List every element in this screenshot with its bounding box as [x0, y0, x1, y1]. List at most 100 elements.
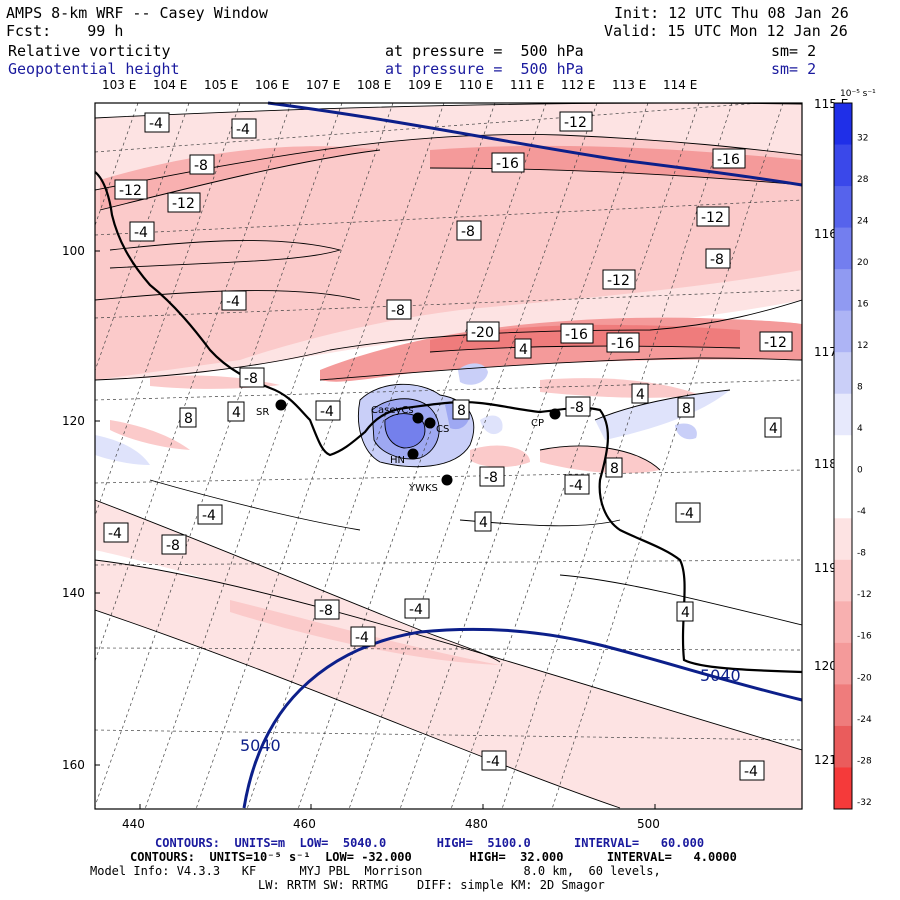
vorticity-label: 8 [682, 401, 691, 417]
negative-region [540, 378, 700, 398]
vorticity-label: -8 [244, 371, 258, 387]
station-marker [407, 448, 419, 460]
vorticity-label-box [712, 148, 746, 169]
vorticity-label-box [239, 367, 265, 388]
vorticity-label-box [221, 290, 247, 311]
vorticity-label: -8 [194, 158, 208, 174]
station-label: SR [256, 407, 269, 418]
vorticity-label: 4 [232, 405, 241, 421]
vorticity-contour-info: CONTOURS: UNITS=10⁻⁵ s⁻¹ LOW= -32.000 HI… [130, 850, 737, 864]
station-marker [549, 408, 561, 420]
vorticity-label: 8 [184, 411, 193, 427]
colorbar-segment [834, 269, 852, 312]
vorticity-label: -12 [564, 115, 587, 131]
colorbar-segment [834, 559, 852, 602]
vorticity-label-box [676, 601, 694, 622]
vorticity-label: -4 [226, 294, 240, 310]
colorbar-segment [834, 684, 852, 727]
map-title: AMPS 8-km WRF -- Casey Window [6, 4, 268, 22]
longitude-label: 110 E [459, 78, 493, 92]
vorticity-label-box [452, 399, 470, 420]
vorticity-label-box [456, 220, 482, 241]
longitude-labels: 103 E 104 E 105 E 106 E 107 E 108 E 109 E 110 E… [102, 78, 697, 92]
vorticity-label: -8 [461, 224, 475, 240]
height-contour-label: 5040 [700, 666, 741, 685]
vorticity-label: -8 [391, 303, 405, 319]
colorbar-tick: 8 [857, 383, 863, 393]
negative-region [470, 445, 530, 468]
colorbar-segment [834, 435, 852, 478]
vorticity-label: -4 [486, 754, 500, 770]
field2-name: Geopotential height [8, 60, 180, 78]
vorticity-label-box [474, 511, 492, 532]
vorticity-label: -16 [717, 152, 740, 168]
station-marker [441, 474, 453, 486]
colorbar-tick: 24 [857, 216, 869, 226]
vorticity-label-box [103, 522, 129, 543]
forecast-hour: Fcst: 99 h [6, 22, 124, 40]
longitude-label: 109 E [408, 78, 442, 92]
colorbar-segment [834, 476, 852, 519]
vorticity-label: -20 [471, 325, 494, 341]
field2-level: at pressure = 500 hPa [385, 60, 584, 78]
vorticity-label-box [231, 118, 257, 139]
vorticity-label-box [677, 397, 695, 418]
colorbar-tick: 4 [857, 424, 863, 434]
vorticity-label: 8 [457, 403, 466, 419]
longitude-label: 113 E [612, 78, 646, 92]
vorticity-label: -4 [108, 526, 122, 542]
colorbar-segment [834, 103, 852, 146]
colorbar-tick: -4 [857, 507, 866, 517]
negative-region [110, 420, 190, 450]
negative-region [95, 560, 802, 808]
vorticity-label-box [179, 407, 197, 428]
colorbar-tick: -32 [857, 798, 872, 808]
vorticity-label: -4 [409, 602, 423, 618]
physics-info: LW: RRTM SW: RRTMG DIFF: simple KM: 2D S… [258, 878, 605, 892]
station-marker [275, 399, 287, 411]
vorticity-label: -12 [764, 335, 787, 351]
vorticity-label: -16 [611, 336, 634, 352]
vorticity-label-box [481, 750, 507, 771]
station-group: SR CaseyCs CS HN YWKS CP [256, 399, 561, 494]
height-contour-label: 5040 [240, 736, 281, 755]
station-label: YWKS [408, 483, 438, 494]
vorticity-label-box [605, 457, 623, 478]
positive-region [480, 415, 503, 435]
colorbar-segment [834, 518, 852, 561]
vorticity-label: -12 [607, 273, 630, 289]
vorticity-label-box [696, 206, 730, 227]
vorticity-label: -4 [744, 764, 758, 780]
vorticity-label-box [564, 474, 590, 495]
vorticity-label-box [759, 331, 793, 352]
vorticity-label-box [315, 400, 341, 421]
vorticity-label: -4 [680, 506, 694, 522]
colorbar-segment [834, 642, 852, 685]
positive-region [595, 390, 730, 440]
colorbar-segment [834, 725, 852, 768]
vorticity-label-box [167, 192, 201, 213]
colorbar-tick: 12 [857, 341, 868, 351]
vorticity-label-box [189, 154, 215, 175]
longitude-label: 114 E [663, 78, 697, 92]
field2-smoothing: sm= 2 [771, 60, 817, 78]
colorbar-tick: -28 [857, 756, 872, 766]
station-label: CaseyCs [371, 405, 414, 416]
vorticity-label: 4 [636, 387, 645, 403]
colorbar-unit: 10⁻⁵ s⁻¹ [840, 89, 876, 99]
station-label: CP [531, 418, 544, 429]
vorticity-label-box [560, 323, 594, 344]
vorticity-label-box [602, 269, 636, 290]
positive-region [675, 423, 697, 440]
shaded-field [95, 103, 802, 808]
x-axis-tick: 480 [465, 817, 488, 831]
vorticity-label: -12 [119, 183, 142, 199]
longitude-label: 107 E [306, 78, 340, 92]
longitude-label: 106 E [255, 78, 289, 92]
colorbar-tick: -12 [857, 590, 872, 600]
y-axis-tick: 100 [62, 244, 85, 258]
colorbar-tick: 28 [857, 175, 869, 185]
x-axis-tick: 500 [637, 817, 660, 831]
colorbar-segment [834, 393, 852, 436]
